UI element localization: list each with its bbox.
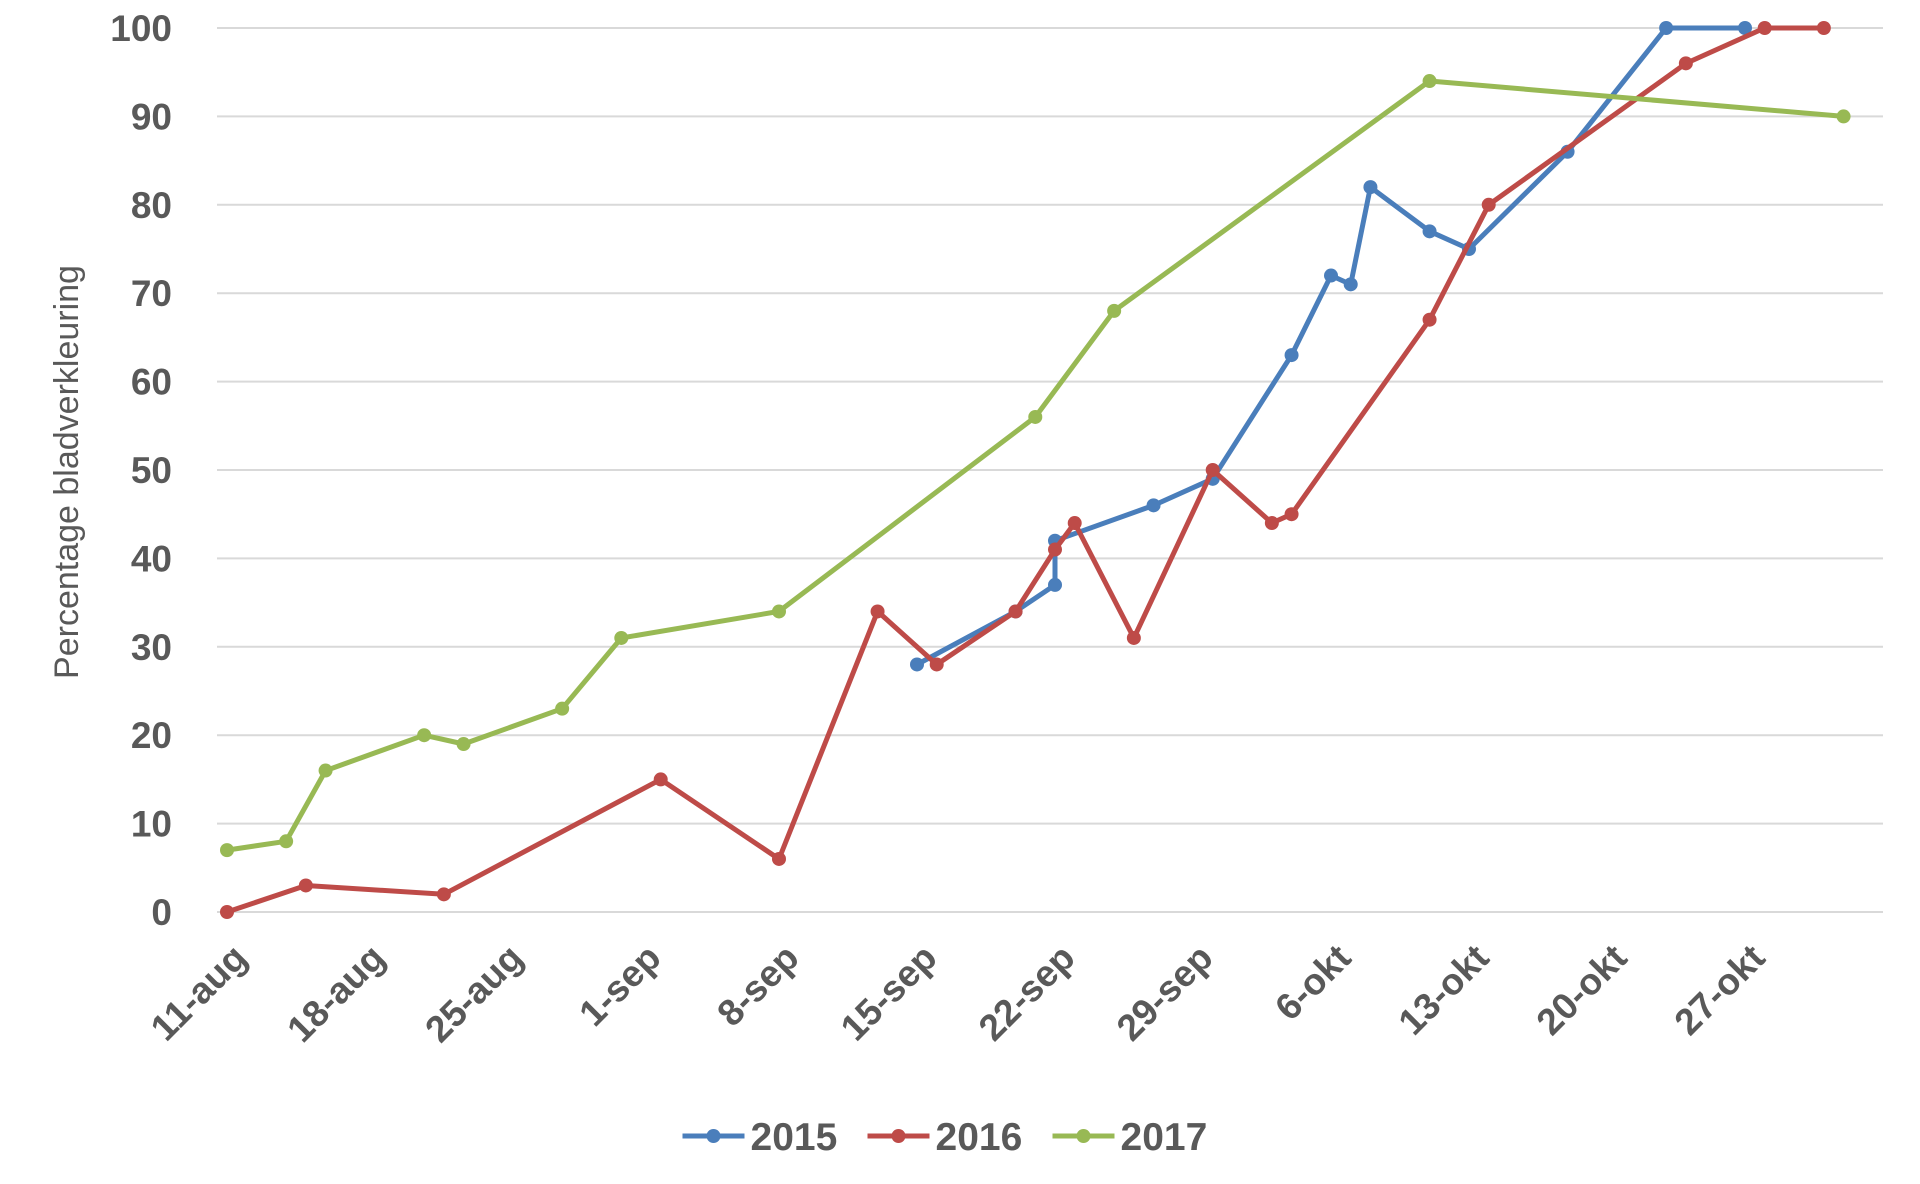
series-2017: [220, 74, 1851, 858]
x-tick-label: 13-okt: [1391, 937, 1497, 1043]
y-tick-label: 30: [131, 627, 172, 668]
data-point-2017: [1028, 409, 1043, 424]
legend-swatch-marker: [1076, 1129, 1091, 1143]
y-tick-label: 80: [131, 185, 172, 226]
data-point-2016: [1126, 630, 1141, 645]
x-tick-labels: 11-aug 18-aug 25-aug 1-sep 8-sep 15-sep 22-sep…: [143, 937, 1773, 1050]
data-point-2017: [772, 604, 786, 619]
data-point-2017: [318, 763, 333, 778]
legend: 2015 2016 2017: [682, 1116, 1208, 1159]
y-tick-label: 40: [131, 538, 172, 579]
legend-label: 2015: [751, 1116, 838, 1159]
data-point-2015: [1284, 348, 1299, 363]
data-point-2016: [929, 657, 944, 672]
y-tick-label: 70: [131, 273, 172, 314]
data-point-2016: [1757, 21, 1772, 35]
data-point-2016: [1067, 516, 1082, 531]
legend-label: 2017: [1121, 1116, 1208, 1159]
x-tick-label: 6-okt: [1267, 937, 1359, 1029]
x-tick-label: 27-okt: [1667, 937, 1773, 1043]
y-tick-label: 10: [131, 804, 172, 845]
x-tick-label: 8-sep: [709, 937, 806, 1034]
data-point-2017: [279, 834, 294, 849]
data-point-2016: [1678, 56, 1693, 71]
data-point-2016: [1008, 604, 1023, 619]
data-point-2017: [456, 737, 471, 752]
data-point-2016: [1264, 516, 1279, 531]
x-tick-label: 22-sep: [971, 937, 1083, 1049]
legend-item-2016: 2016: [867, 1116, 1023, 1159]
y-tick-label: 50: [131, 450, 172, 491]
data-point-2016: [772, 851, 786, 866]
data-point-2017: [614, 630, 629, 645]
data-point-2015: [1343, 277, 1358, 292]
data-point-2016: [1205, 463, 1220, 477]
data-point-2015: [1363, 180, 1378, 195]
data-point-2017: [1836, 109, 1851, 124]
series-2015: [910, 21, 1752, 672]
data-point-2015: [1324, 268, 1338, 283]
data-point-2015: [1659, 21, 1674, 35]
legend-item-2017: 2017: [1052, 1116, 1208, 1159]
data-point-2015: [1146, 498, 1161, 513]
x-tick-label: 1-sep: [571, 937, 668, 1034]
data-point-2017: [417, 728, 432, 743]
data-point-2015: [910, 657, 924, 672]
data-point-2017: [220, 843, 234, 858]
data-point-2015: [1048, 577, 1062, 592]
data-point-2017: [1107, 303, 1122, 318]
y-axis-title: Percentage bladverkleuring: [48, 265, 86, 679]
data-point-2016: [298, 878, 313, 893]
x-tick-label: 11-aug: [143, 937, 255, 1049]
y-tick-labels: 0 10 20 30 40 50 60 70 80 90 100: [110, 8, 172, 933]
x-tick-label: 18-aug: [279, 937, 392, 1050]
data-point-2016: [1048, 542, 1062, 557]
data-point-2017: [555, 701, 570, 716]
data-point-2016: [220, 905, 234, 919]
data-point-2016: [1284, 507, 1299, 522]
data-point-2016: [436, 887, 451, 902]
data-point-2016: [1816, 21, 1831, 35]
series-line-2017: [224, 78, 1847, 853]
grid-layer: [217, 27, 1883, 913]
data-point-2016: [653, 772, 668, 787]
series-layer: [220, 21, 1851, 919]
data-point-2017: [1422, 74, 1437, 89]
x-tick-label: 29-sep: [1109, 937, 1221, 1049]
y-tick-label: 60: [131, 362, 172, 403]
data-point-2016: [1481, 197, 1496, 212]
series-2016: [220, 21, 1831, 919]
legend-label: 2016: [936, 1116, 1023, 1159]
data-point-2016: [1422, 312, 1437, 327]
legend-swatch-marker: [891, 1129, 906, 1143]
y-tick-label: 0: [151, 892, 172, 933]
x-tick-label: 20-okt: [1529, 937, 1635, 1043]
y-tick-label: 20: [131, 715, 172, 756]
legend-swatch-marker: [706, 1129, 721, 1143]
data-point-2016: [870, 604, 885, 619]
data-point-2015: [1422, 224, 1437, 239]
y-tick-label: 100: [110, 8, 172, 49]
data-point-2015: [1738, 21, 1752, 35]
y-tick-label: 90: [131, 96, 172, 137]
x-tick-label: 25-aug: [417, 937, 530, 1050]
x-tick-label: 15-sep: [833, 937, 945, 1049]
legend-item-2015: 2015: [682, 1116, 838, 1159]
